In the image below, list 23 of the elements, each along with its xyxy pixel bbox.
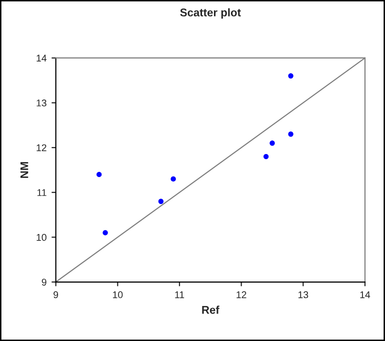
point [270, 140, 275, 146]
y-tick-label: 10 [36, 234, 46, 241]
chart-title: Scatter plot [180, 8, 241, 19]
point [170, 176, 176, 182]
y-tick-label: 14 [36, 54, 47, 62]
point [102, 230, 108, 236]
x-tick-label: 12 [236, 291, 246, 298]
x-tick-label: 9 [54, 291, 58, 298]
point [288, 132, 294, 137]
x-tick-label: 14 [360, 291, 370, 298]
y-tick-label: 13 [36, 100, 46, 106]
x-tick-label: 10 [112, 291, 123, 298]
x-tick-label: 11 [175, 291, 184, 298]
y-tick-label: 9 [42, 278, 46, 286]
point [158, 198, 164, 204]
x-tick-label: 13 [298, 291, 308, 298]
y-tick-label: 11 [37, 189, 46, 196]
point [263, 154, 269, 160]
y-axis-title: NM [20, 162, 28, 178]
x-axis-title: Ref [202, 306, 220, 314]
point [96, 172, 102, 178]
point [288, 73, 294, 78]
y-tick-label: 12 [36, 144, 46, 152]
